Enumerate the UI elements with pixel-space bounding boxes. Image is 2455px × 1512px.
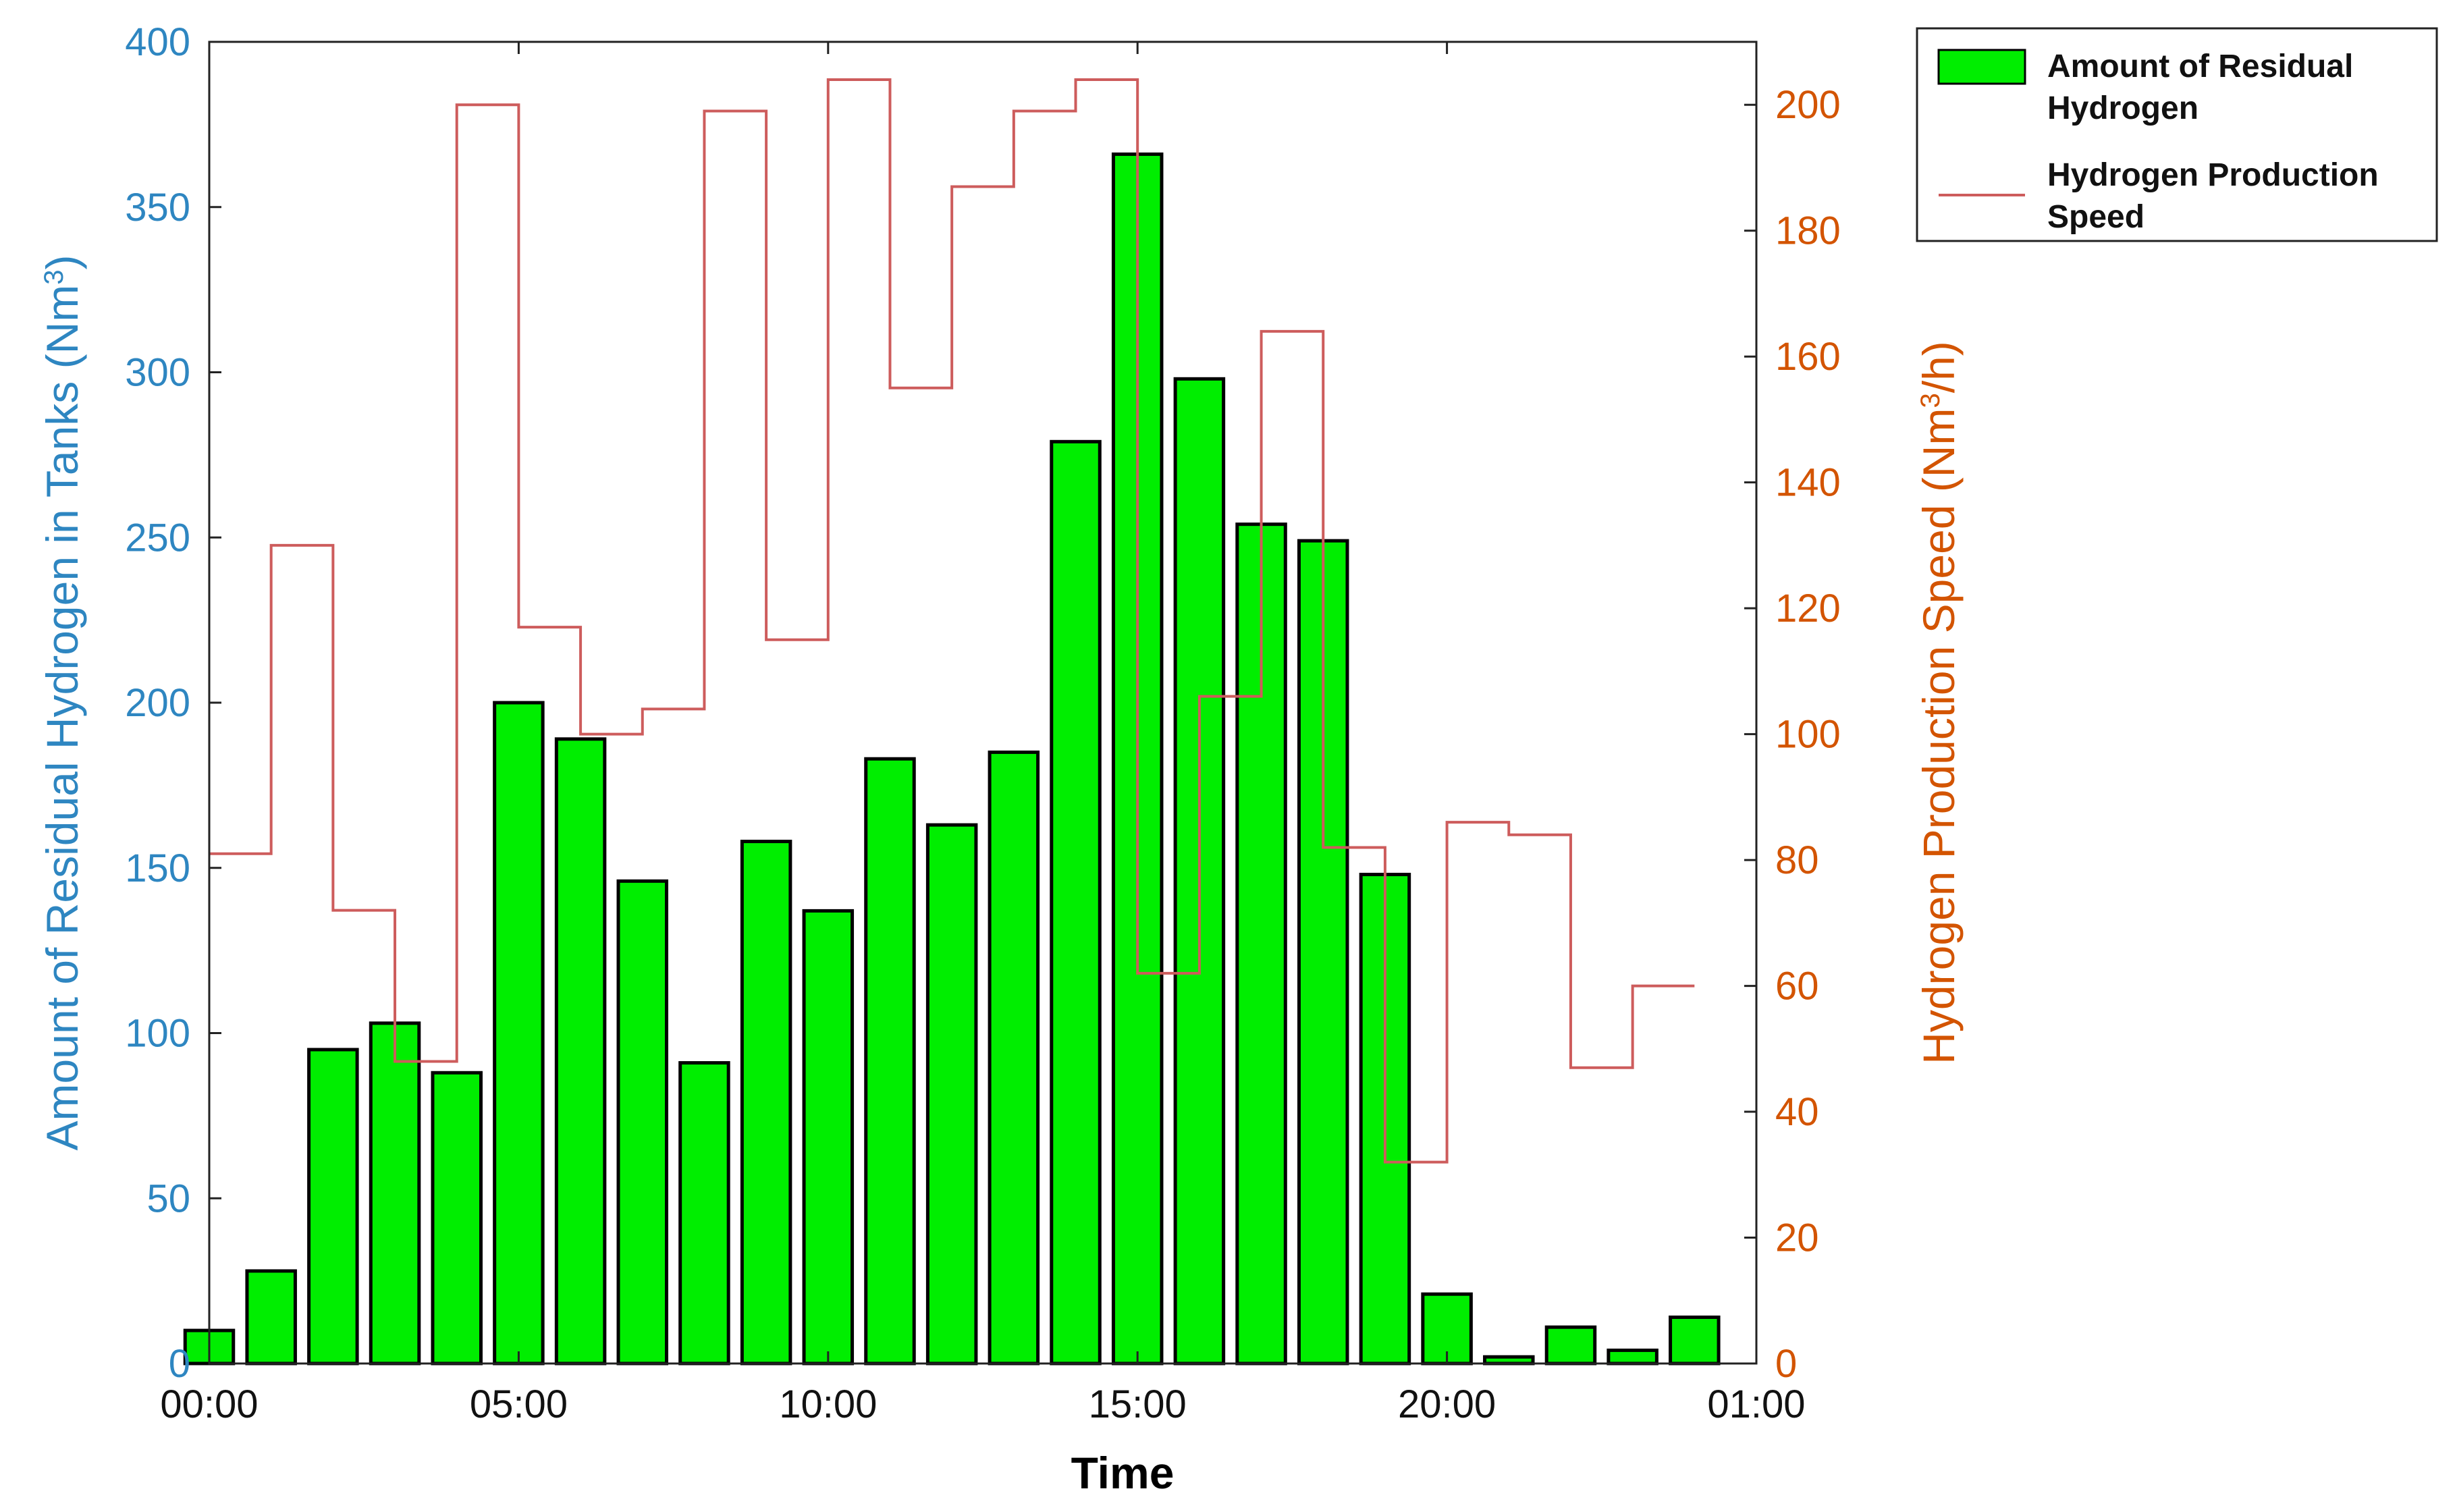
bar-hour-12 (925, 823, 978, 1366)
bar-hour-5 (493, 701, 545, 1366)
legend: Amount of Residual Hydrogen Hydrogen Pro… (1916, 27, 2438, 242)
legend-label-residual-line2: Hydrogen (2047, 90, 2198, 126)
right-tick-label-200: 200 (1775, 83, 1841, 127)
right-tick-label-140: 140 (1775, 461, 1841, 505)
left-tick-label-350: 350 (125, 186, 190, 230)
bar-hour-23 (1607, 1348, 1658, 1366)
legend-label-speed-line1: Hydrogen Production (2047, 157, 2379, 193)
right-tick-label-60: 60 (1775, 965, 1819, 1008)
left-tick-label-150: 150 (125, 846, 190, 890)
left-axis-title: Amount of Residual Hydrogen in Tanks (Nm… (37, 255, 87, 1151)
left-tick-label-300: 300 (125, 351, 190, 395)
bar-hour-2 (307, 1048, 359, 1366)
bar-hour-8 (678, 1061, 730, 1366)
left-tick-label-400: 400 (125, 20, 190, 64)
right-tick-label-160: 160 (1775, 335, 1841, 379)
right-tick-label-120: 120 (1775, 587, 1841, 630)
bar-hour-6 (554, 737, 607, 1366)
right-tick-label-40: 40 (1775, 1090, 1819, 1134)
bar-hour-22 (1544, 1325, 1597, 1366)
right-axis-title: Hydrogen Production Speed (Nm3/h) (1914, 341, 1964, 1064)
right-axis-title-suffix: /h) (1914, 341, 1964, 393)
left-axis-title-sup: 3 (39, 270, 69, 285)
bar-hour-24 (1669, 1315, 1721, 1366)
bar-hour-1 (245, 1269, 297, 1366)
legend-label-residual-line1: Amount of Residual (2047, 49, 2353, 84)
x-tick-label-10: 10:00 (779, 1382, 877, 1426)
legend-bar-swatch (1937, 49, 2026, 85)
left-tick-label-0: 0 (169, 1342, 190, 1386)
right-tick-label-80: 80 (1775, 838, 1819, 882)
left-tick-label-50: 50 (146, 1177, 190, 1220)
bar-hour-3 (369, 1021, 421, 1366)
x-tick-label-15: 15:00 (1089, 1382, 1187, 1426)
left-tick-label-250: 250 (125, 516, 190, 560)
bar-hour-4 (431, 1071, 483, 1366)
left-axis-ticks: 0 50 100 150 200 250 300 350 400 (125, 20, 221, 1386)
bar-hour-10 (802, 909, 855, 1366)
right-axis-title-main: Hydrogen Production Speed (Nm (1914, 408, 1964, 1064)
legend-label-speed-line2: Speed (2047, 199, 2144, 235)
right-tick-label-180: 180 (1775, 209, 1841, 253)
bar-hour-13 (988, 750, 1040, 1366)
left-axis-title-suffix: ) (37, 255, 87, 270)
left-tick-label-100: 100 (125, 1012, 190, 1056)
x-tick-label-5: 05:00 (470, 1382, 568, 1426)
bar-hour-7 (616, 879, 669, 1366)
right-tick-label-0: 0 (1775, 1342, 1797, 1386)
x-tick-label-25: 01:00 (1707, 1382, 1805, 1426)
x-tick-label-0: 00:00 (160, 1382, 258, 1426)
bar-hour-14 (1050, 439, 1102, 1366)
bar-hour-11 (864, 757, 916, 1366)
left-tick-label-200: 200 (125, 681, 190, 725)
production-speed-line (209, 78, 1695, 1164)
right-axis-ticks: 0 20 40 60 80 100 120 140 160 180 200 (1744, 83, 1841, 1386)
x-axis-ticks: 00:00 05:00 10:00 15:00 20:00 01:00 (160, 42, 1806, 1426)
x-axis-title: Time (1071, 1448, 1175, 1498)
right-tick-label-20: 20 (1775, 1216, 1819, 1260)
left-axis-title-main: Amount of Residual Hydrogen in Tanks (Nm (37, 285, 87, 1151)
bars-group (183, 152, 1721, 1366)
right-axis-title-sup: 3 (1916, 393, 1945, 408)
right-tick-label-100: 100 (1775, 713, 1841, 757)
bar-hour-9 (740, 840, 792, 1366)
x-tick-label-20: 20:00 (1398, 1382, 1496, 1426)
